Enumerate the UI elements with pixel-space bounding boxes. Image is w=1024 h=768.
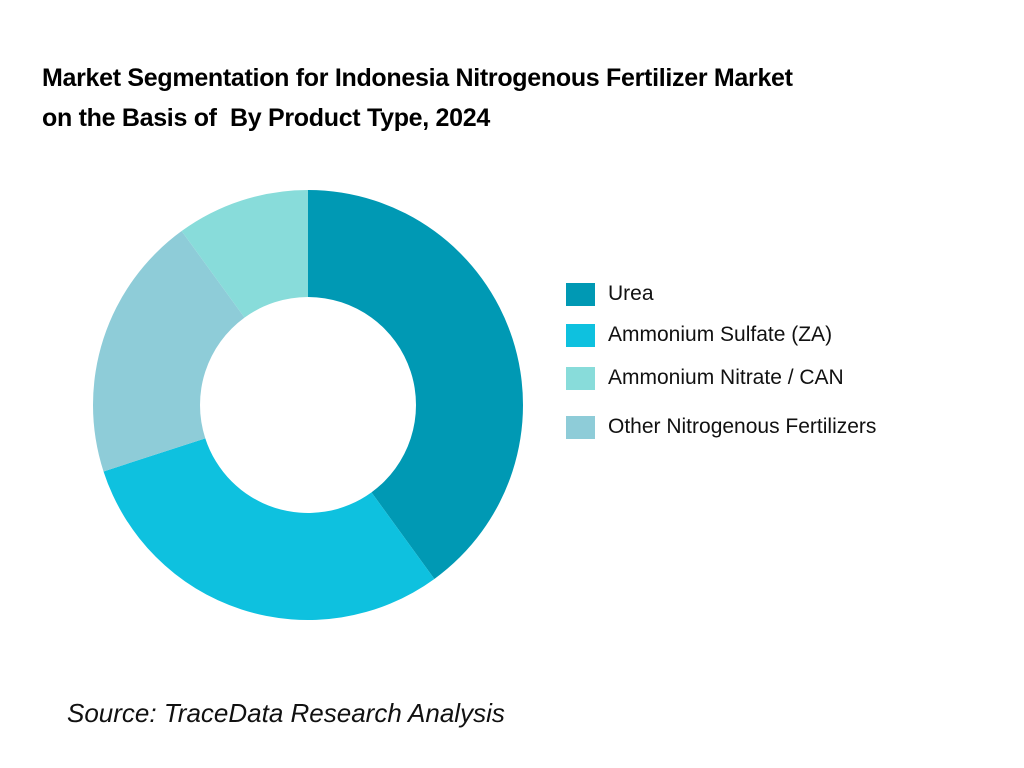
chart-title-line-2: on the Basis of By Product Type, 2024 — [42, 104, 490, 132]
legend-label: Ammonium Sulfate (ZA) — [608, 323, 833, 346]
donut-slice-ammonium-nitrate-can — [181, 190, 308, 318]
legend-item-urea: Urea — [566, 282, 654, 306]
legend-label: Urea — [608, 282, 654, 305]
legend-swatch — [566, 415, 595, 439]
donut-slice-ammonium-sulfate-za — [103, 438, 435, 620]
chart-title: Market Segmentation for Indonesia Nitrog… — [42, 58, 1002, 138]
donut-slice-other-nitrogenous-fertilizers — [92, 231, 245, 472]
legend-item-other-nitrogenous: Other Nitrogenous Fertilizers — [566, 415, 876, 439]
legend-swatch — [566, 366, 595, 390]
legend-label: Ammonium Nitrate / CAN — [608, 366, 844, 389]
legend-item-ammonium-sulfate: Ammonium Sulfate (ZA) — [566, 323, 832, 347]
legend-item-ammonium-nitrate: Ammonium Nitrate / CAN — [566, 366, 844, 390]
donut-slice-urea — [308, 190, 524, 579]
legend-swatch — [566, 282, 595, 306]
chart-title-line-1: Market Segmentation for Indonesia Nitrog… — [42, 64, 793, 92]
legend-label: Other Nitrogenous Fertilizers — [608, 415, 877, 438]
donut-slices — [92, 190, 524, 620]
legend-swatch — [566, 323, 595, 347]
source-note: Source: TraceData Research Analysis — [67, 698, 505, 728]
